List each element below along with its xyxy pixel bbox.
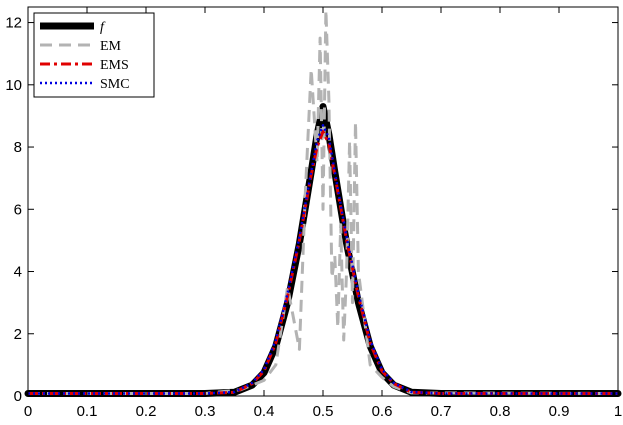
x-tick-label: 0.6	[372, 403, 393, 420]
y-tick-label: 4	[14, 264, 22, 281]
y-tick-label: 6	[14, 201, 22, 218]
y-tick-label: 2	[14, 326, 22, 343]
x-tick-label: 0.8	[490, 403, 511, 420]
series-layer	[24, 8, 622, 397]
legend-label: SMC	[100, 77, 130, 92]
series-line-ems	[28, 130, 618, 395]
legend-label: EMS	[100, 58, 129, 73]
legend-label: EM	[100, 39, 122, 54]
y-tick-label: 12	[5, 15, 22, 32]
y-tick-label: 8	[14, 139, 22, 156]
y-tick-label: 10	[5, 77, 22, 94]
x-tick-label: 0	[24, 403, 32, 420]
x-tick-label: 0.5	[313, 403, 334, 420]
y-tick-label: 0	[14, 388, 22, 405]
x-tick-label: 0.9	[549, 403, 570, 420]
x-tick-label: 0.7	[431, 403, 452, 420]
legend-label: f	[100, 20, 106, 35]
x-tick-label: 0.4	[254, 403, 275, 420]
x-tick-label: 0.2	[136, 403, 157, 420]
x-tick-label: 0.3	[195, 403, 216, 420]
legend: f EM EMS SMC	[33, 12, 155, 98]
x-tick-label: 0.1	[77, 403, 98, 420]
x-tick-label: 1	[614, 403, 622, 420]
series-line-smc	[28, 124, 618, 395]
